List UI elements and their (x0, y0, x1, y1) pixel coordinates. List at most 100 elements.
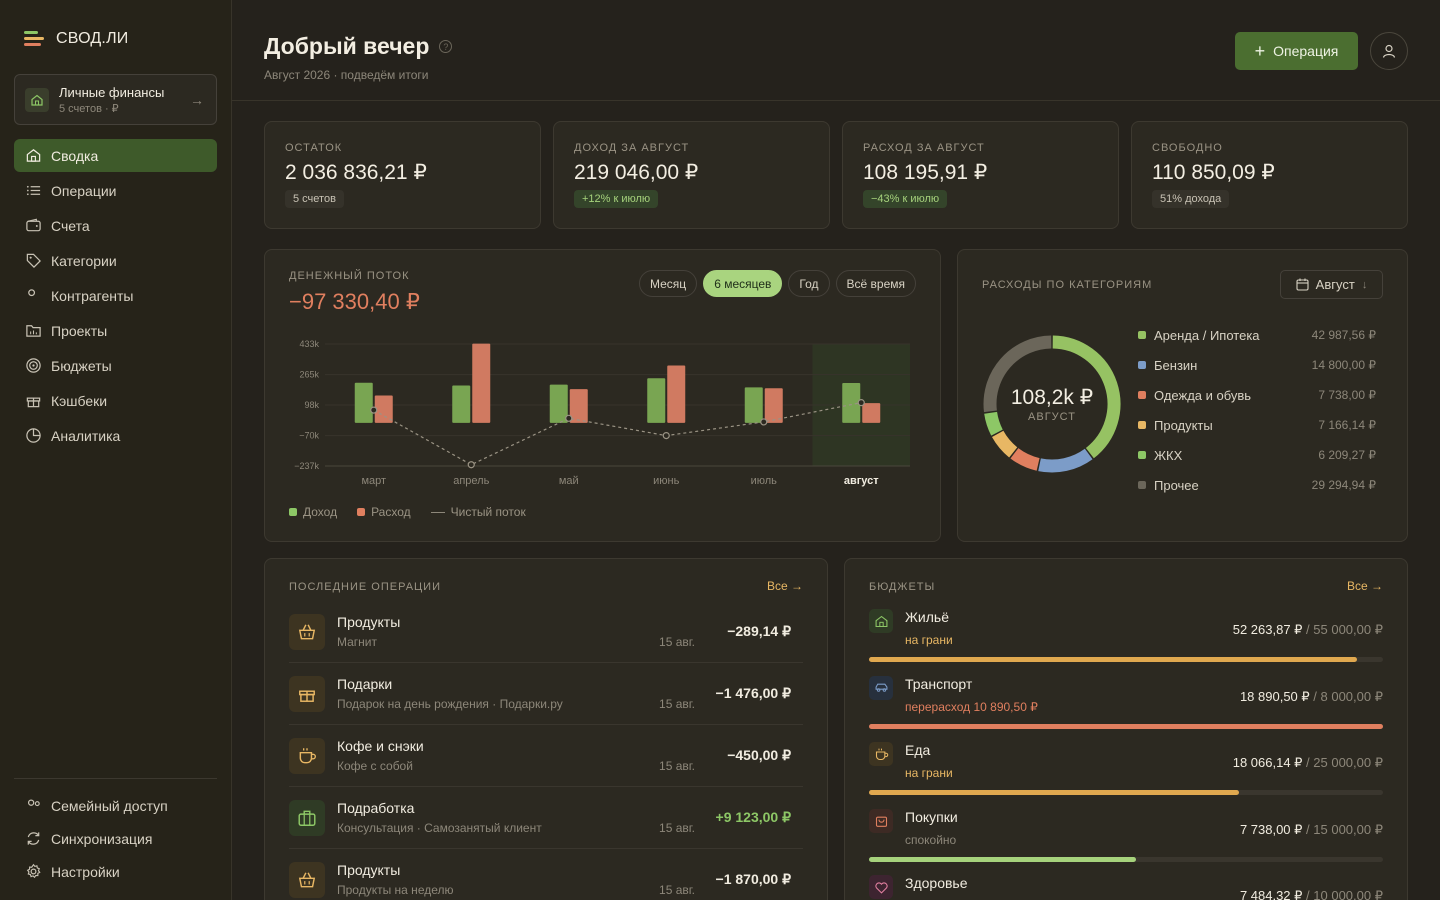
donut-total: 108,2k ₽ (1010, 386, 1094, 409)
period-option[interactable]: Всё время (835, 270, 916, 297)
basket-icon (289, 861, 325, 898)
nav-item-1[interactable]: Операции (14, 174, 217, 207)
budget-row[interactable]: Жильё на грани 52 263,87 ₽ / 55 000,00 ₽ (869, 603, 1383, 670)
logo[interactable]: СВОД.ЛИ (24, 30, 128, 48)
donut-slice[interactable] (984, 411, 1003, 436)
category-color-dot (1138, 391, 1146, 399)
donut-slice[interactable] (1052, 335, 1121, 459)
budget-progress-track (869, 790, 1383, 795)
y-tick-label: 433k (299, 339, 319, 349)
category-name: Бензин (1154, 357, 1198, 373)
nav-item-2[interactable]: Счета (14, 209, 217, 242)
kpi-card: Расход за август 108 195,91 ₽ −43% к июл… (842, 121, 1119, 229)
kpi-card: Свободно 110 850,09 ₽ 51% дохода (1131, 121, 1408, 229)
budget-progress-track (869, 723, 1383, 729)
budget-row[interactable]: Еда на грани 18 066,14 ₽ / 25 000,00 ₽ (869, 736, 1383, 803)
wallet-icon (24, 217, 42, 235)
category-name: Продукты (1154, 417, 1213, 433)
budget-name: Здоровье (905, 875, 968, 891)
help-icon[interactable]: ? (439, 40, 453, 53)
category-amount: 42 987,56 ₽ (1311, 328, 1376, 342)
budget-limit: / 8 000,00 ₽ (1309, 688, 1383, 704)
category-amount: 7 738,00 ₽ (1318, 388, 1376, 402)
budget-amount: 7 484,32 ₽ / 10 000,00 ₽ (1240, 888, 1383, 900)
category-name: Одежда и обувь (1154, 387, 1252, 403)
category-row[interactable]: Одежда и обувь 7 738,00 ₽ (1138, 380, 1376, 410)
cup-icon (289, 737, 325, 774)
nav-item-3[interactable]: Категории (14, 244, 217, 277)
nav-item-0[interactable]: Сводка (14, 139, 217, 172)
month-filter-dropdown[interactable]: Август ↓ (1280, 270, 1383, 299)
user-avatar[interactable] (1370, 32, 1408, 70)
budget-name: Жильё (905, 609, 949, 625)
all-transactions-link[interactable]: Все → (766, 579, 803, 593)
donut-slice[interactable] (983, 335, 1052, 413)
donut-slice[interactable] (991, 430, 1018, 458)
transactions-label: Последние операции (289, 581, 441, 593)
category-name: Аренда / Ипотека (1154, 327, 1260, 343)
transaction-amount: −1 870,00 ₽ (715, 871, 791, 887)
net-flow-point (370, 406, 378, 414)
budget-row[interactable]: Здоровье 7 484,32 ₽ / 10 000,00 ₽ (869, 869, 1383, 900)
nav-item-8[interactable]: Аналитика (14, 419, 217, 452)
nav-item-1[interactable]: Синхронизация (14, 823, 217, 854)
add-operation-button[interactable]: + Операция (1235, 32, 1358, 70)
list-icon (24, 182, 42, 200)
legend-net: Чистый поток (430, 505, 526, 519)
transaction-row[interactable]: Подарки Подарок на день рождения · Подар… (289, 663, 803, 725)
budget-amount: 18 890,50 ₽ / 8 000,00 ₽ (1240, 689, 1383, 705)
category-donut-chart (983, 335, 1121, 473)
transaction-date: 15 авг. (659, 882, 695, 897)
nav-item-label: Настройки (51, 863, 120, 880)
budget-spent: 18 890,50 ₽ (1239, 688, 1310, 704)
account-switcher[interactable]: Личные финансы 5 счетов · ₽ → (14, 74, 217, 125)
budget-name: Покупки (905, 808, 958, 825)
donut-period: АВГУСТ (1028, 411, 1076, 423)
category-row[interactable]: ЖКХ 6 209,27 ₽ (1138, 440, 1376, 470)
transaction-row[interactable]: Продукты Магнит 15 авг. −289,14 ₽ (289, 601, 803, 663)
transaction-date: 15 авг. (659, 634, 695, 649)
categories-panel: Расходы по категориям Август ↓ 108,2k ₽ … (957, 249, 1408, 542)
transaction-row[interactable]: Подработка Консультация · Самозанятый кл… (289, 787, 803, 849)
donut-slice[interactable] (1038, 448, 1093, 473)
all-budgets-link[interactable]: Все → (1346, 579, 1383, 593)
category-row[interactable]: Бензин 14 800,00 ₽ (1138, 350, 1376, 380)
category-row[interactable]: Продукты 7 166,14 ₽ (1138, 410, 1376, 440)
nav-item-5[interactable]: Проекты (14, 314, 217, 347)
kpi-label: Свободно (1152, 142, 1223, 154)
category-amount: 14 800,00 ₽ (1311, 358, 1376, 372)
nav-item-label: Контрагенты (51, 287, 134, 304)
budget-spent: 18 066,14 ₽ (1232, 755, 1303, 770)
car-icon (875, 683, 887, 692)
nav-item-7[interactable]: Кэшбеки (14, 384, 217, 417)
nav-item-4[interactable]: Контрагенты (14, 279, 217, 312)
category-color-dot (1138, 451, 1146, 459)
budget-amount: 52 263,87 ₽ / 55 000,00 ₽ (1233, 622, 1383, 638)
period-option[interactable]: 6 месяцев (703, 270, 783, 297)
category-color-dot (1138, 361, 1146, 369)
transaction-row[interactable]: Кофе и снэки Кофе с собой 15 авг. −450,0… (289, 725, 803, 787)
budget-row[interactable]: Транспорт перерасход 10 890,50 ₽ 18 890,… (869, 670, 1383, 737)
kpi-badge: −43% к июлю (863, 190, 948, 208)
transaction-category: Кофе и снэки (337, 738, 424, 754)
budget-row[interactable]: Покупки спокойно 7 738,00 ₽ / 15 000,00 … (869, 803, 1383, 870)
transaction-row[interactable]: Продукты Продукты на неделю 15 авг. −1 8… (289, 849, 803, 900)
transaction-date: 15 авг. (659, 758, 695, 773)
category-row[interactable]: Прочее 29 294,94 ₽ (1138, 470, 1376, 500)
family-icon (27, 799, 40, 807)
basket-icon (289, 613, 325, 650)
nav-item-6[interactable]: Бюджеты (14, 349, 217, 382)
category-row[interactable]: Аренда / Ипотека 42 987,56 ₽ (1138, 320, 1376, 350)
transaction-amount: −289,14 ₽ (727, 623, 791, 639)
nav-item-0[interactable]: Семейный доступ (14, 790, 217, 821)
period-option[interactable]: Год (788, 270, 830, 297)
kpi-label: Расход за август (863, 142, 985, 154)
period-option[interactable]: Месяц (639, 270, 698, 297)
nav-item-2[interactable]: Настройки (14, 856, 217, 887)
logo-mark-icon (24, 30, 46, 48)
transaction-amount: −450,00 ₽ (727, 747, 791, 763)
donut-slice[interactable] (1010, 447, 1040, 471)
greeting-text: Добрый вечер (264, 33, 430, 59)
category-amount: 29 294,94 ₽ (1311, 478, 1376, 492)
home-icon (26, 149, 40, 162)
